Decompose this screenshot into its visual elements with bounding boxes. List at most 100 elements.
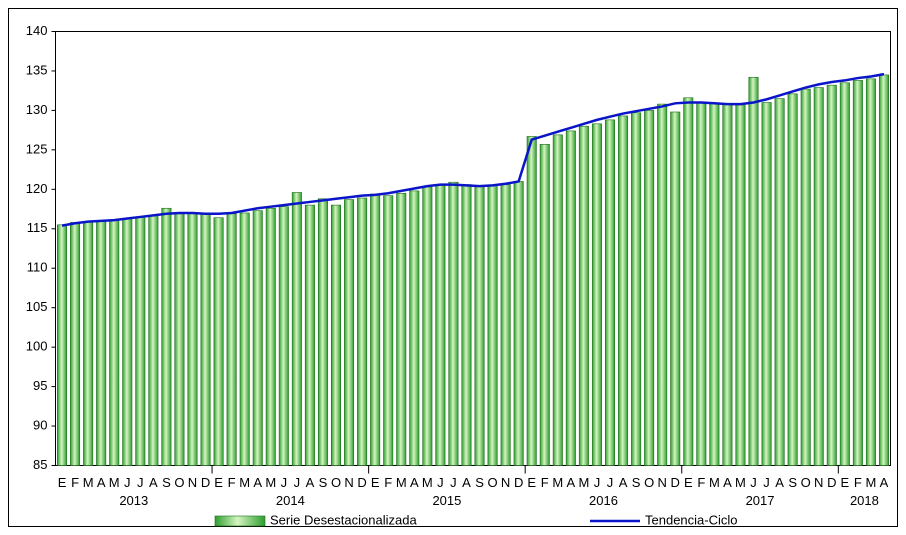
bar xyxy=(57,224,68,466)
x-tick-label: D xyxy=(357,475,366,490)
x-tick-label: J xyxy=(750,475,757,490)
bar xyxy=(357,197,368,466)
bar xyxy=(109,219,120,466)
y-tick-label: 85 xyxy=(33,457,47,472)
year-label: 2018 xyxy=(850,493,879,508)
bar xyxy=(787,93,798,466)
bar xyxy=(383,195,394,466)
x-tick-label: D xyxy=(514,475,523,490)
x-tick-label: O xyxy=(644,475,654,490)
y-tick-label: 120 xyxy=(26,181,48,196)
x-tick-label: M xyxy=(735,475,746,490)
bar xyxy=(122,218,133,466)
x-tick-label: M xyxy=(578,475,589,490)
x-tick-label: F xyxy=(71,475,79,490)
bar xyxy=(852,80,863,466)
bar xyxy=(70,222,81,466)
x-tick-label: O xyxy=(488,475,498,490)
bar xyxy=(317,198,328,466)
x-tick-label: D xyxy=(827,475,836,490)
year-label: 2013 xyxy=(119,493,148,508)
bar xyxy=(148,215,159,466)
x-tick-label: S xyxy=(788,475,797,490)
x-tick-label: M xyxy=(109,475,120,490)
x-tick-label: M xyxy=(552,475,563,490)
x-tick-label: J xyxy=(437,475,444,490)
x-tick-label: J xyxy=(124,475,131,490)
bar xyxy=(618,115,629,466)
x-tick-label: D xyxy=(671,475,680,490)
bar xyxy=(761,102,772,466)
bar xyxy=(631,112,642,466)
bar xyxy=(474,185,485,466)
x-tick-label: M xyxy=(239,475,250,490)
bar xyxy=(552,134,563,466)
x-tick-label: M xyxy=(83,475,94,490)
bar xyxy=(657,103,668,466)
y-tick-label: 140 xyxy=(26,23,48,38)
bar xyxy=(748,76,759,466)
x-tick-label: J xyxy=(594,475,601,490)
year-label: 2017 xyxy=(746,493,775,508)
x-tick-label: F xyxy=(697,475,705,490)
x-tick-label: O xyxy=(174,475,184,490)
bar xyxy=(696,102,707,466)
x-tick-label: N xyxy=(501,475,510,490)
y-tick-label: 95 xyxy=(33,378,47,393)
bar xyxy=(344,199,355,466)
bar xyxy=(826,84,837,466)
y-tick-label: 115 xyxy=(27,220,48,235)
x-tick-label: N xyxy=(657,475,666,490)
x-tick-label: A xyxy=(149,475,158,490)
x-tick-label: F xyxy=(384,475,392,490)
bar xyxy=(200,212,211,466)
x-tick-label: A xyxy=(97,475,106,490)
bar xyxy=(135,216,146,466)
bar xyxy=(265,207,276,466)
x-tick-label: E xyxy=(841,475,850,490)
year-label: 2016 xyxy=(589,493,618,508)
bar xyxy=(96,220,107,466)
x-tick-label: A xyxy=(880,475,889,490)
bar xyxy=(565,130,576,466)
x-tick-label: O xyxy=(331,475,341,490)
x-tick-label: E xyxy=(371,475,380,490)
bar xyxy=(304,204,315,466)
bar xyxy=(226,213,237,466)
bar xyxy=(370,193,381,466)
bar xyxy=(878,74,889,466)
bar xyxy=(239,212,250,466)
x-tick-label: F xyxy=(854,475,862,490)
x-tick-label: J xyxy=(137,475,144,490)
y-tick-label: 105 xyxy=(26,299,48,314)
bar xyxy=(604,119,615,466)
bar xyxy=(800,88,811,466)
bar xyxy=(422,186,433,466)
trend-line xyxy=(61,72,885,227)
x-tick-label: J xyxy=(763,475,770,490)
x-tick-label: J xyxy=(607,475,614,490)
bar xyxy=(278,206,289,466)
x-tick-label: M xyxy=(709,475,720,490)
legend-label: Serie Desestacionalizada xyxy=(270,512,417,527)
x-tick-label: N xyxy=(814,475,823,490)
x-tick-label: S xyxy=(632,475,641,490)
y-tick-label: 125 xyxy=(26,141,48,156)
bar xyxy=(722,103,733,466)
bar xyxy=(174,213,185,466)
x-tick-label: E xyxy=(214,475,223,490)
bar xyxy=(487,185,498,466)
x-tick-label: A xyxy=(567,475,576,490)
bar xyxy=(709,103,720,466)
x-tick-label: J xyxy=(294,475,301,490)
bar xyxy=(578,125,589,466)
bar xyxy=(526,136,537,466)
y-tick-label: 135 xyxy=(26,62,48,77)
x-tick-label: A xyxy=(619,475,628,490)
bar xyxy=(670,111,681,466)
bar xyxy=(865,78,876,466)
bar xyxy=(83,221,94,466)
y-tick-label: 90 xyxy=(33,417,47,432)
bar xyxy=(291,192,302,466)
